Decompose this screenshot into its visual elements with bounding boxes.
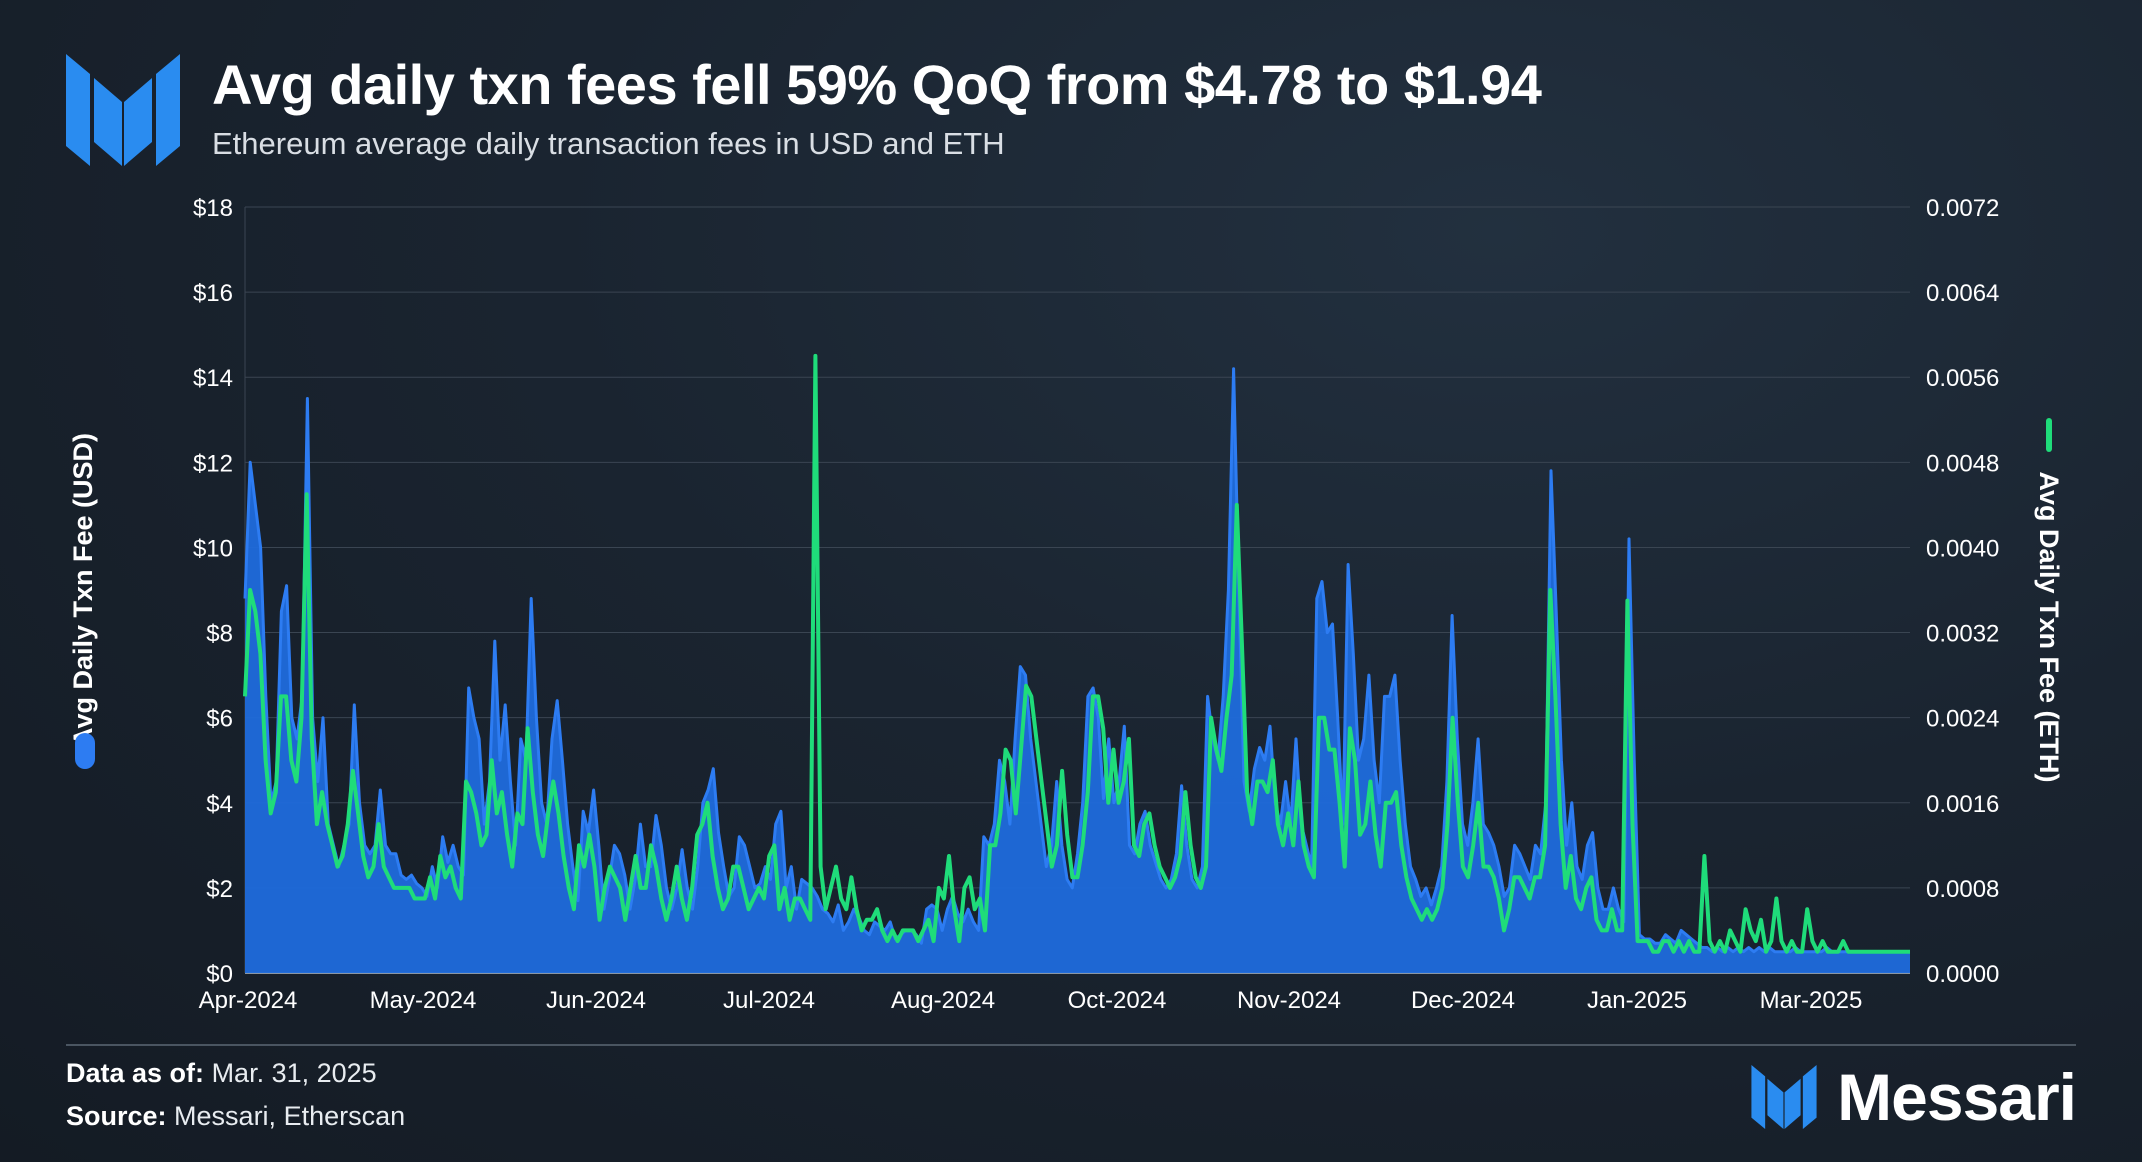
usd-fee-line	[243, 367, 1910, 954]
x-tick-label: Jun-2024	[546, 987, 646, 1014]
x-tick-label: Aug-2024	[891, 987, 995, 1014]
x-tick-label: Mar-2025	[1760, 987, 1863, 1014]
footer-divider	[66, 1044, 2076, 1046]
y-right-tick-label: 0.0016	[1926, 791, 1999, 818]
y-right-tick-label: 0.0024	[1926, 706, 1999, 733]
brand-name: Messari	[1837, 1060, 2077, 1134]
x-tick-label: Nov-2024	[1237, 987, 1341, 1014]
y-left-tick-label: $4	[206, 791, 233, 818]
y-left-axis-label-group: Avg Daily Txn Fee (USD)	[68, 433, 98, 747]
x-tick-label: Apr-2024	[199, 987, 298, 1014]
y-left-tick-label: $14	[193, 365, 233, 392]
y-left-tick-label: $8	[206, 621, 233, 648]
y-right-tick-label: 0.0000	[1926, 961, 1999, 988]
y-left-tick-label: $0	[206, 961, 233, 988]
chart-subtitle: Ethereum average daily transaction fees …	[212, 126, 1005, 161]
brand-logo: Messari	[1751, 1060, 2077, 1134]
eth-fee-line	[243, 353, 1910, 954]
y-right-tick-label: 0.0072	[1926, 195, 1999, 222]
y-right-tick-label: 0.0048	[1926, 450, 1999, 477]
usd-fee-area	[245, 368, 1910, 973]
y-right-axis-label-group: Avg Daily Txn Fee (ETH)	[2034, 471, 2064, 782]
y-left-tick-label: $6	[206, 706, 233, 733]
data-as-of: Data as of: Mar. 31, 2025	[66, 1058, 377, 1088]
y-right-tick-label: 0.0040	[1926, 535, 1999, 562]
y-left-tick-label: $18	[193, 195, 233, 222]
y-right-tick-label: 0.0008	[1926, 876, 1999, 903]
y-left-tick-label: $16	[193, 280, 233, 307]
messari-mark-icon	[1751, 1065, 1817, 1129]
messari-logo-icon	[66, 54, 180, 166]
x-tick-label: Jan-2025	[1587, 987, 1687, 1014]
eth-legend-marker	[2046, 418, 2052, 452]
y-left-axis-label: Avg Daily Txn Fee (USD)	[68, 433, 98, 747]
chart-title: Avg daily txn fees fell 59% QoQ from $4.…	[212, 53, 1542, 116]
y-left-tick-label: $10	[193, 535, 233, 562]
y-right-tick-label: 0.0056	[1926, 365, 1999, 392]
x-tick-label: Jul-2024	[723, 987, 815, 1014]
y-right-axis-label: Avg Daily Txn Fee (ETH)	[2034, 471, 2064, 782]
x-tick-label: Dec-2024	[1411, 987, 1515, 1014]
usd-legend-marker	[75, 733, 95, 769]
y-left-tick-label: $12	[193, 450, 233, 477]
x-tick-label: May-2024	[370, 987, 477, 1014]
y-right-tick-label: 0.0032	[1926, 621, 1999, 648]
y-left-tick-label: $2	[206, 876, 233, 903]
x-tick-label: Oct-2024	[1068, 987, 1167, 1014]
source-note: Source: Messari, Etherscan	[66, 1101, 406, 1131]
y-right-tick-label: 0.0064	[1926, 280, 1999, 307]
